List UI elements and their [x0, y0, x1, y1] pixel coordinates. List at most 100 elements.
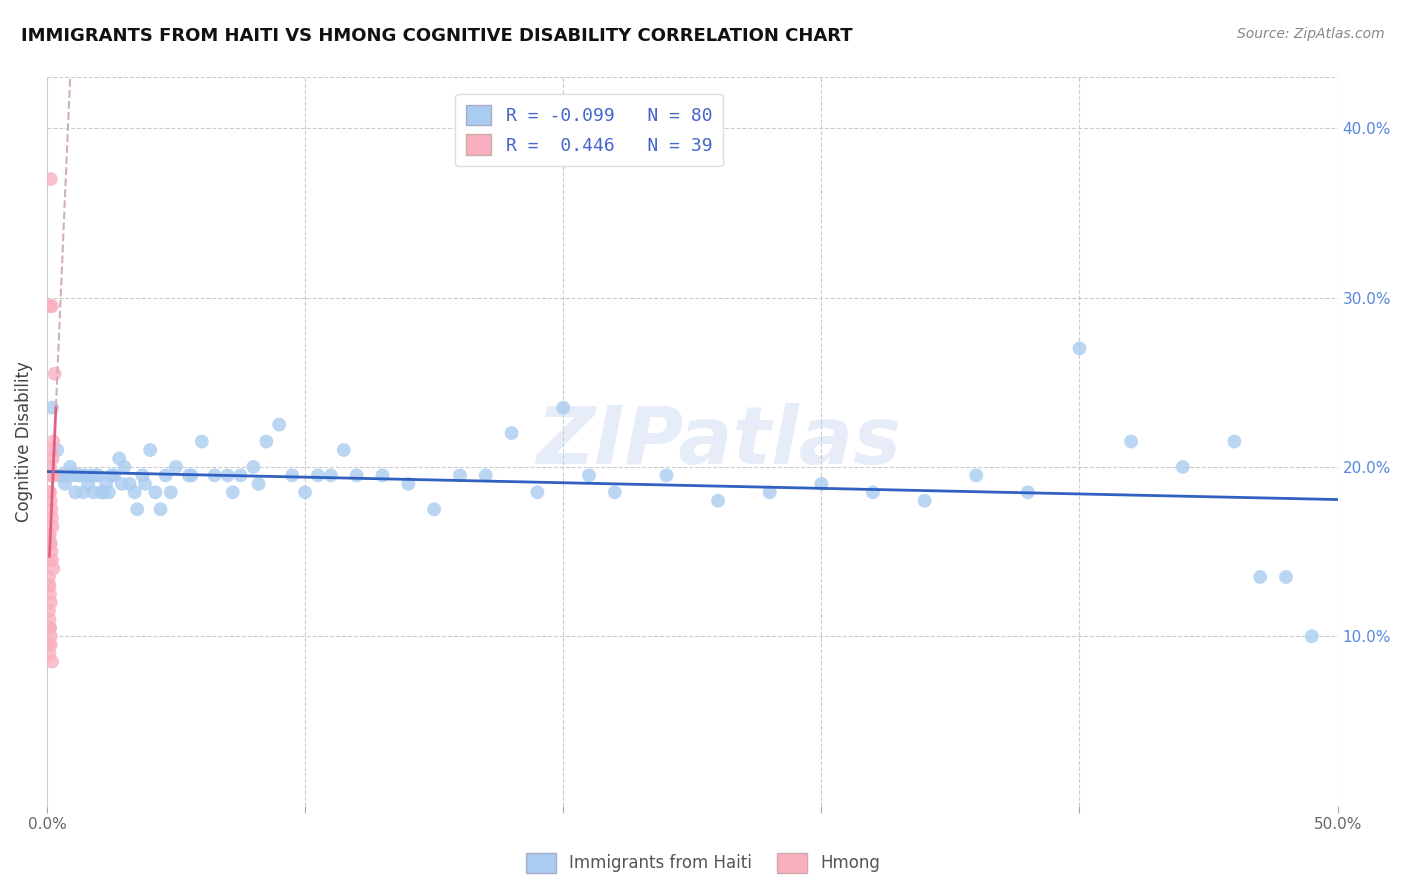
- Point: [139, 442, 162, 457]
- Point: [93, 485, 115, 500]
- Point: [46, 442, 69, 457]
- Point: [39, 629, 62, 643]
- Point: [38, 570, 60, 584]
- Point: [39, 485, 62, 500]
- Point: [862, 485, 884, 500]
- Point: [62, 468, 84, 483]
- Point: [242, 459, 264, 474]
- Point: [1017, 485, 1039, 500]
- Point: [229, 468, 252, 483]
- Point: [41, 401, 63, 415]
- Point: [75, 468, 97, 483]
- Point: [177, 468, 200, 483]
- Point: [66, 468, 89, 483]
- Point: [112, 459, 135, 474]
- Point: [449, 468, 471, 483]
- Point: [501, 425, 523, 440]
- Point: [1119, 434, 1142, 449]
- Point: [65, 485, 87, 500]
- Point: [180, 468, 202, 483]
- Point: [1275, 570, 1298, 584]
- Point: [307, 468, 329, 483]
- Point: [39, 493, 62, 508]
- Point: [103, 468, 125, 483]
- Point: [758, 485, 780, 500]
- Point: [56, 468, 79, 483]
- Legend: R = -0.099   N = 80, R =  0.446   N = 39: R = -0.099 N = 80, R = 0.446 N = 39: [456, 94, 723, 166]
- Point: [319, 468, 342, 483]
- Text: Source: ZipAtlas.com: Source: ZipAtlas.com: [1237, 27, 1385, 41]
- Point: [41, 519, 63, 533]
- Point: [423, 502, 446, 516]
- Text: ZIPatlas: ZIPatlas: [536, 402, 901, 481]
- Point: [526, 485, 548, 500]
- Point: [39, 536, 62, 550]
- Point: [38, 638, 60, 652]
- Point: [39, 638, 62, 652]
- Point: [72, 485, 94, 500]
- Point: [42, 434, 65, 449]
- Point: [39, 621, 62, 635]
- Point: [165, 459, 187, 474]
- Point: [155, 468, 177, 483]
- Point: [38, 527, 60, 541]
- Point: [396, 476, 419, 491]
- Point: [44, 367, 66, 381]
- Point: [810, 476, 832, 491]
- Point: [38, 646, 60, 660]
- Point: [69, 468, 91, 483]
- Point: [204, 468, 226, 483]
- Point: [371, 468, 394, 483]
- Point: [38, 485, 60, 500]
- Point: [82, 485, 104, 500]
- Point: [269, 417, 291, 432]
- Point: [87, 468, 110, 483]
- Point: [124, 485, 146, 500]
- Point: [603, 485, 626, 500]
- Point: [578, 468, 600, 483]
- Point: [1301, 629, 1323, 643]
- Point: [149, 502, 172, 516]
- Point: [247, 476, 270, 491]
- Point: [159, 485, 181, 500]
- Point: [222, 485, 245, 500]
- Point: [80, 468, 103, 483]
- Point: [254, 434, 277, 449]
- Point: [41, 442, 63, 457]
- Point: [281, 468, 304, 483]
- Point: [41, 299, 63, 313]
- Point: [134, 476, 156, 491]
- Point: [346, 468, 368, 483]
- Point: [41, 510, 63, 524]
- Point: [37, 553, 59, 567]
- Point: [41, 655, 63, 669]
- Point: [1069, 342, 1091, 356]
- Point: [59, 459, 82, 474]
- Point: [51, 468, 73, 483]
- Point: [553, 401, 575, 415]
- Point: [655, 468, 678, 483]
- Point: [127, 502, 149, 516]
- Point: [332, 442, 354, 457]
- Point: [38, 604, 60, 618]
- Text: IMMIGRANTS FROM HAITI VS HMONG COGNITIVE DISABILITY CORRELATION CHART: IMMIGRANTS FROM HAITI VS HMONG COGNITIVE…: [21, 27, 852, 45]
- Legend: Immigrants from Haiti, Hmong: Immigrants from Haiti, Hmong: [519, 847, 887, 880]
- Point: [42, 561, 65, 575]
- Point: [38, 578, 60, 592]
- Point: [38, 612, 60, 626]
- Point: [39, 459, 62, 474]
- Point: [914, 493, 936, 508]
- Point: [707, 493, 730, 508]
- Point: [90, 485, 112, 500]
- Point: [191, 434, 214, 449]
- Y-axis label: Cognitive Disability: Cognitive Disability: [15, 361, 32, 522]
- Point: [84, 468, 107, 483]
- Point: [39, 595, 62, 609]
- Point: [41, 502, 63, 516]
- Point: [294, 485, 316, 500]
- Point: [39, 621, 62, 635]
- Point: [38, 299, 60, 313]
- Point: [100, 468, 122, 483]
- Point: [1171, 459, 1194, 474]
- Point: [41, 451, 63, 466]
